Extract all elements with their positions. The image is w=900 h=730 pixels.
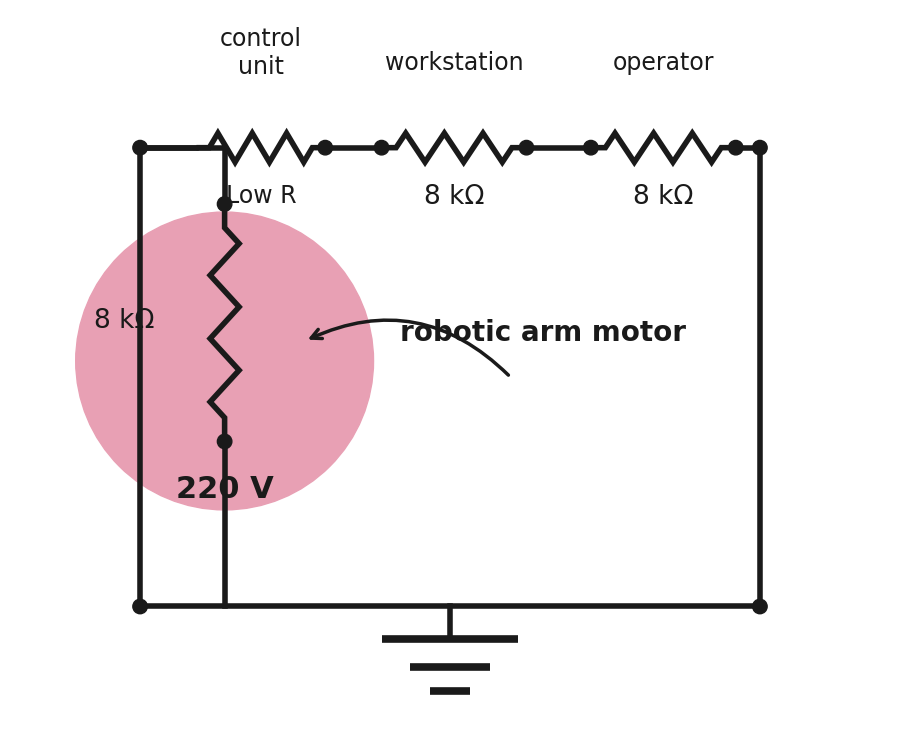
- Circle shape: [583, 140, 599, 155]
- Text: workstation: workstation: [384, 51, 523, 75]
- Circle shape: [218, 197, 232, 211]
- Text: 220 V: 220 V: [176, 475, 274, 504]
- Circle shape: [318, 140, 332, 155]
- Text: Low R: Low R: [226, 184, 296, 208]
- Circle shape: [728, 140, 743, 155]
- Circle shape: [752, 140, 767, 155]
- Circle shape: [133, 599, 148, 614]
- Circle shape: [218, 434, 232, 449]
- Circle shape: [374, 140, 389, 155]
- Circle shape: [519, 140, 534, 155]
- Text: 8 kΩ: 8 kΩ: [94, 308, 154, 334]
- Text: 8 kΩ: 8 kΩ: [633, 184, 694, 210]
- Text: 8 kΩ: 8 kΩ: [424, 184, 484, 210]
- Text: robotic arm motor: robotic arm motor: [400, 319, 686, 347]
- Text: control
unit: control unit: [220, 28, 302, 80]
- Circle shape: [76, 212, 374, 510]
- Circle shape: [133, 140, 148, 155]
- Circle shape: [752, 599, 767, 614]
- Text: operator: operator: [613, 51, 714, 75]
